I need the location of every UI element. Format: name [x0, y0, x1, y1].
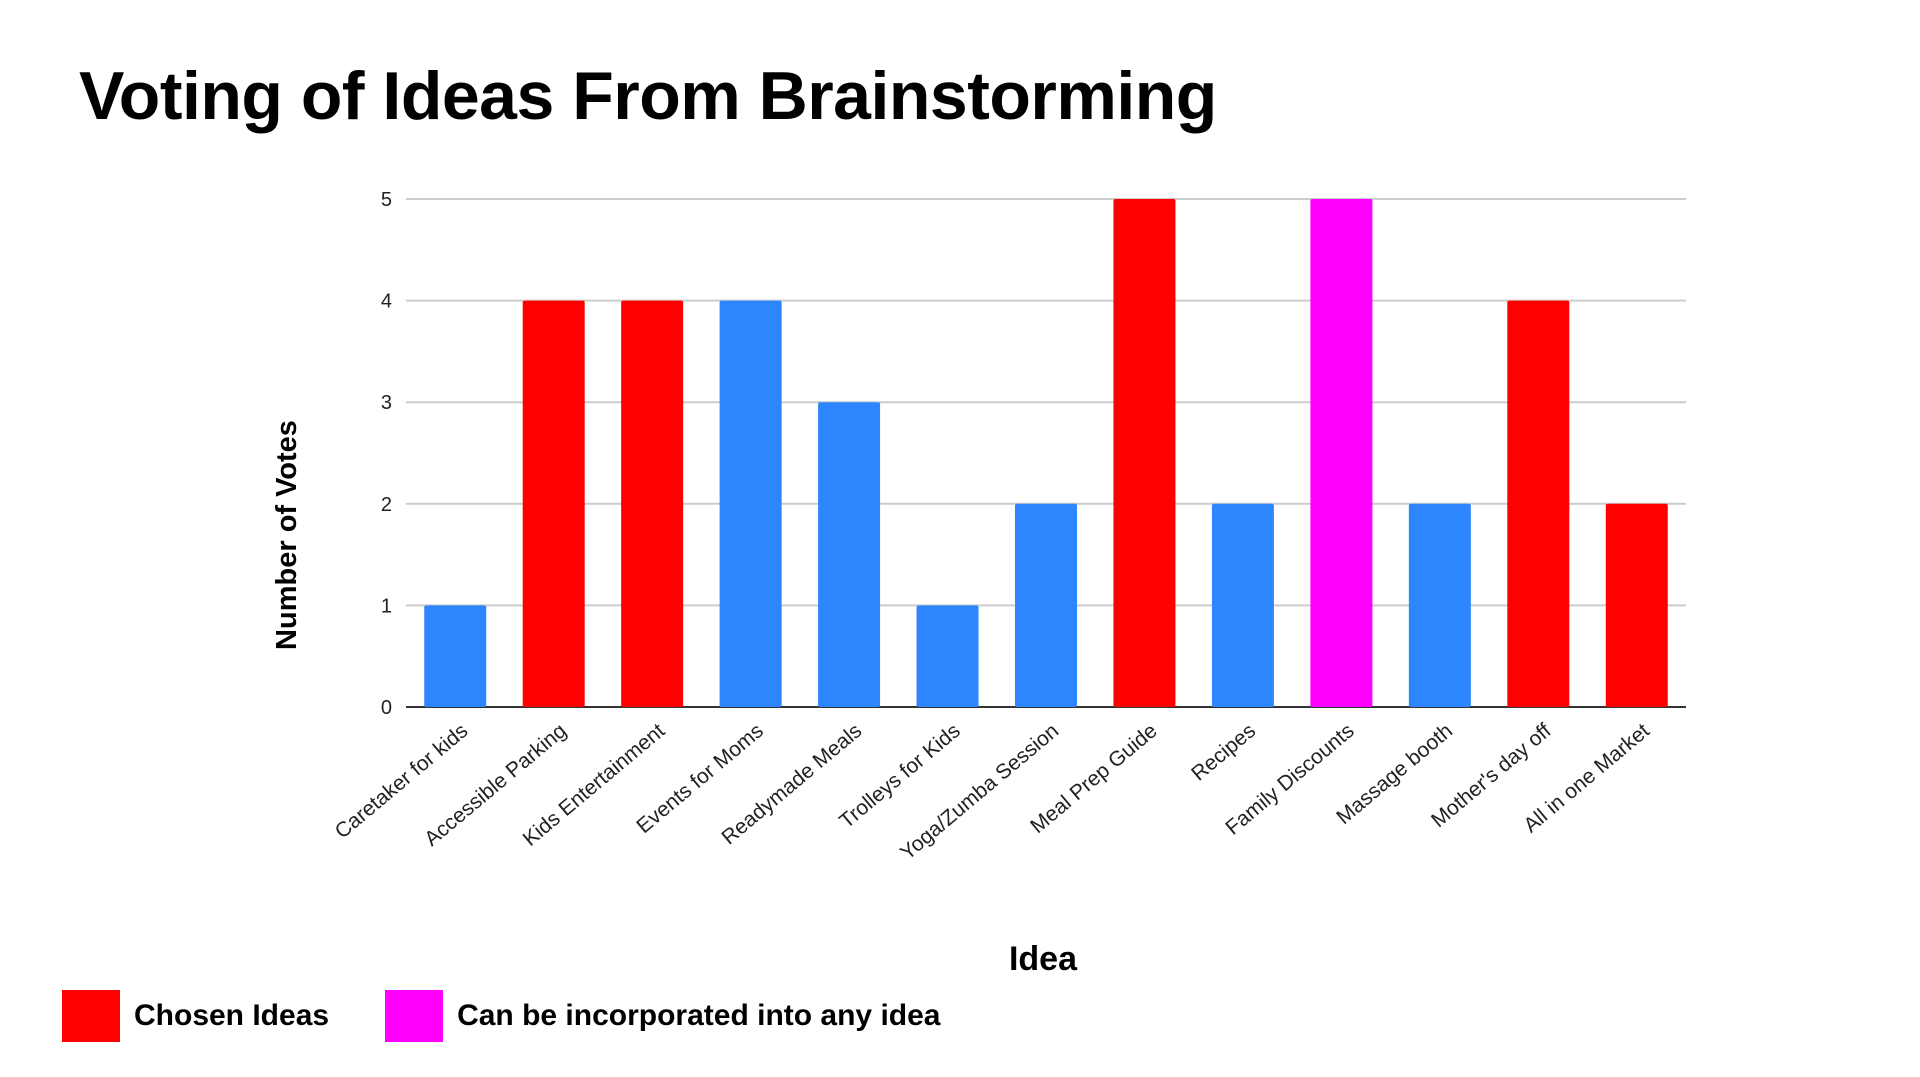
- bars: [424, 199, 1668, 707]
- bar-kids-entertainment: [621, 300, 684, 707]
- legend-item-incorporated: Can be incorporated into any idea: [385, 990, 940, 1042]
- legend-swatch-incorporated: [385, 990, 444, 1042]
- bar-accessible-parking: [522, 300, 585, 707]
- y-tick-label: 0: [381, 697, 392, 719]
- bar-readymade-meals: [818, 402, 881, 707]
- bar-trolleys-for-kids: [916, 605, 979, 707]
- y-tick-label: 1: [381, 595, 392, 617]
- x-tick-label: Recipes: [1187, 719, 1260, 785]
- bar-meal-prep-guide: [1113, 199, 1176, 707]
- legend-swatch-chosen: [62, 990, 120, 1042]
- x-tick-label: Yoga/Zumba Session: [896, 719, 1063, 864]
- bar-recipes: [1211, 503, 1274, 707]
- y-tick-labels: 0 1 2 3 4 5: [381, 189, 392, 719]
- bar-caretaker-for-kids: [424, 605, 487, 707]
- bar-family-discounts: [1310, 199, 1373, 707]
- bar-all-in-one-market: [1605, 503, 1668, 707]
- bar-events-for-moms: [719, 300, 782, 707]
- y-tick-label: 4: [381, 291, 392, 313]
- legend-label-incorporated: Can be incorporated into any idea: [457, 999, 941, 1032]
- y-axis-label: Number of Votes: [271, 420, 303, 650]
- legend-label-chosen: Chosen Ideas: [134, 999, 330, 1032]
- bar-mother-s-day-off: [1507, 300, 1570, 707]
- y-tick-label: 5: [381, 189, 392, 211]
- legend-item-chosen: Chosen Ideas: [62, 990, 329, 1042]
- bar-massage-booth: [1408, 503, 1471, 707]
- bar-yoga-zumba-session: [1015, 503, 1077, 707]
- legend: Chosen Ideas Can be incorporated into an…: [62, 990, 996, 1042]
- y-tick-label: 2: [381, 494, 392, 516]
- y-tick-label: 3: [381, 392, 392, 414]
- chart-title: Voting of Ideas From Brainstorming: [79, 58, 1217, 134]
- x-axis-label: Idea: [1009, 940, 1078, 978]
